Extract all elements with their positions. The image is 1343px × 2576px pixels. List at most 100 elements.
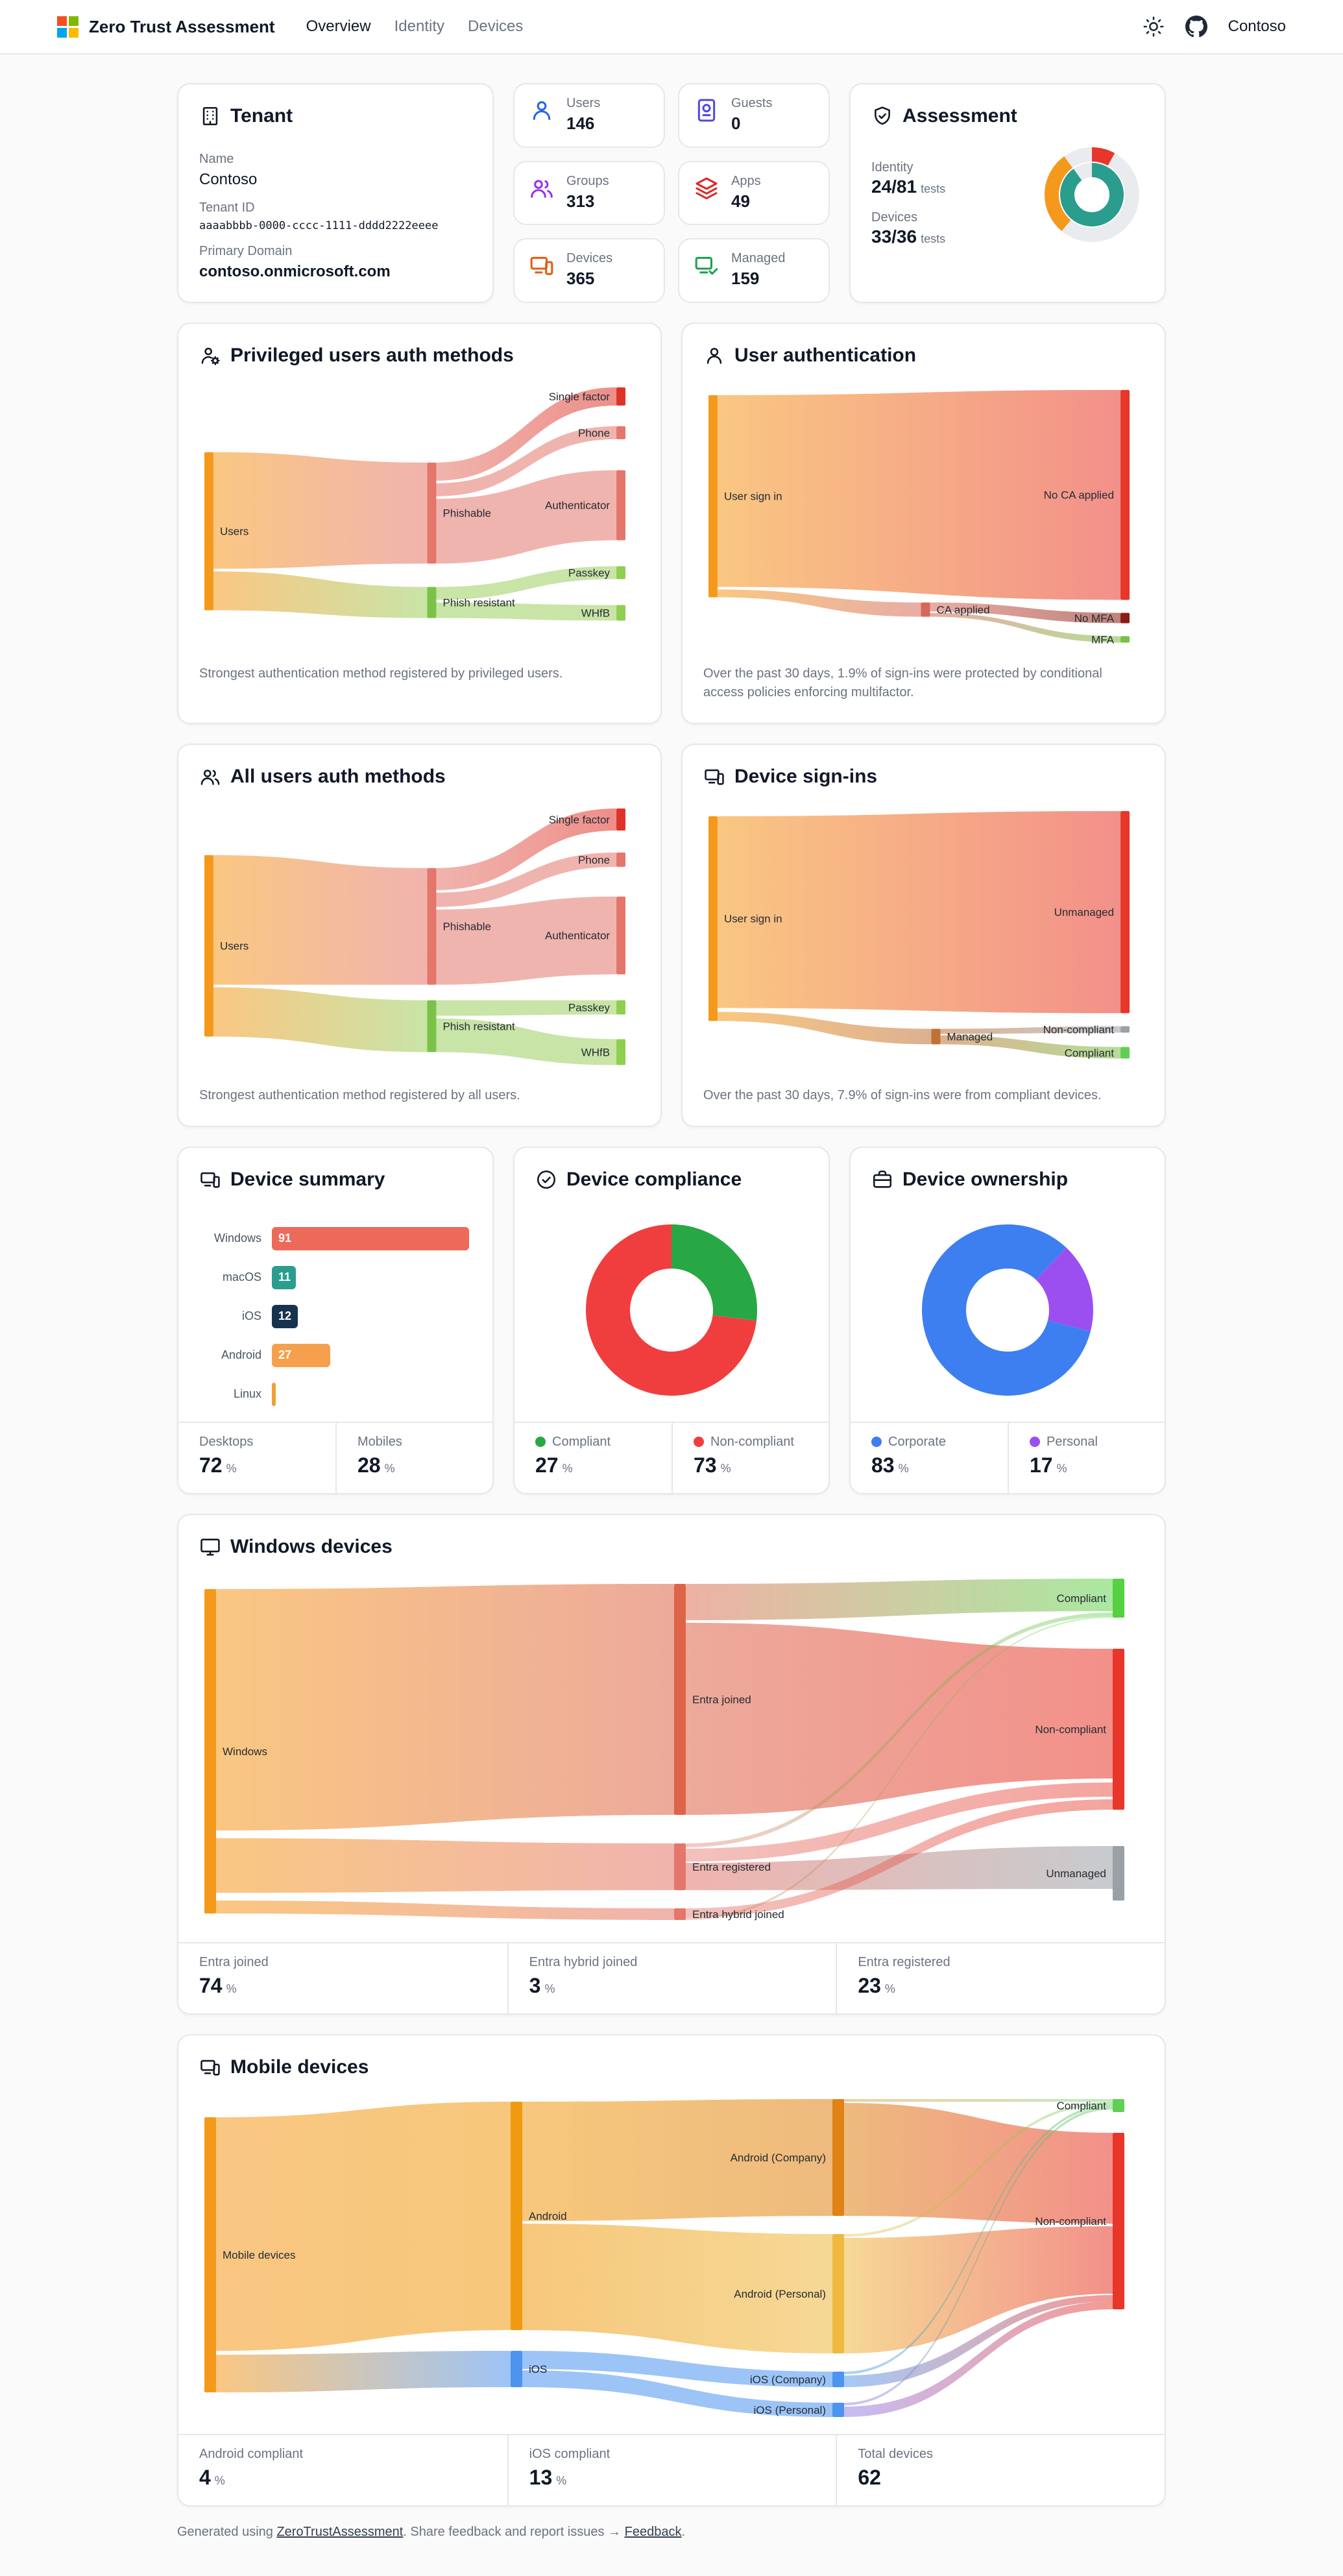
legend-dot-compliant xyxy=(535,1437,546,1448)
svg-text:Phishable: Phishable xyxy=(442,921,491,933)
assessment-body: Identity 24/81 tests Devices 33/36 tests xyxy=(871,143,1144,252)
card-header: All users auth methods xyxy=(199,766,640,788)
total-devices-stat: Total devices 62 xyxy=(836,2435,1165,2505)
windows-devices-sankey-chart: Windows Entra joined Entra registered Entra… xyxy=(199,1576,1144,1926)
card-header: Windows devices xyxy=(199,1536,1144,1558)
svg-text:Phishable: Phishable xyxy=(442,507,491,520)
theme-toggle-sun-icon[interactable] xyxy=(1143,16,1165,38)
svg-text:Non-compliant: Non-compliant xyxy=(1035,1723,1106,1736)
svg-text:Android (Personal): Android (Personal) xyxy=(734,2288,826,2300)
legend-dot-corporate xyxy=(871,1437,882,1448)
svg-text:User sign in: User sign in xyxy=(724,913,782,925)
tenant-card-header: Tenant xyxy=(199,105,472,127)
svg-text:Managed: Managed xyxy=(947,1031,993,1043)
overview-row: Tenant Name Contoso Tenant ID aaaabbbb-0… xyxy=(177,83,1166,303)
tenant-name-button[interactable]: Contoso xyxy=(1228,18,1286,35)
zerotrustassessment-link[interactable]: ZeroTrustAssessment xyxy=(276,2524,404,2539)
svg-text:Compliant: Compliant xyxy=(1056,2100,1106,2112)
all-users-auth-card: All users auth methods Users Phishable Phi… xyxy=(177,744,662,1127)
tenant-field-name: Name Contoso xyxy=(199,152,258,188)
svg-text:Unmanaged: Unmanaged xyxy=(1046,1867,1106,1880)
mobile-devices-card: Mobile devices Mobile devices Android iOS A… xyxy=(177,2034,1166,2507)
device-check-icon xyxy=(694,252,720,278)
tenant-field-id: Tenant ID aaaabbbb-0000-cccc-1111-dddd22… xyxy=(199,200,439,232)
svg-text:Unmanaged: Unmanaged xyxy=(1054,906,1114,919)
devices-icon xyxy=(199,1169,221,1191)
svg-text:Single factor: Single factor xyxy=(549,814,611,826)
svg-text:Non-compliant: Non-compliant xyxy=(1035,2215,1106,2228)
assessment-card-header: Assessment xyxy=(871,105,1144,127)
svg-text:Phone: Phone xyxy=(578,854,610,866)
entra-hybrid-joined-stat: Entra hybrid joined 3% xyxy=(507,1943,836,2013)
card-title-text: Privileged users auth methods xyxy=(230,345,514,366)
svg-text:iOS (Personal): iOS (Personal) xyxy=(754,2404,826,2416)
bar-row-macos: macOS 11 xyxy=(202,1265,469,1289)
nav-overview[interactable]: Overview xyxy=(306,18,371,35)
user-auth-sankey-chart: User sign in No CA applied CA applied No MF… xyxy=(703,385,1144,651)
page-footer: Generated using ZeroTrustAssessment. Sha… xyxy=(177,2524,686,2539)
navbar-right: Contoso xyxy=(1143,16,1286,38)
windows-devices-footer: Entra joined 74% Entra hybrid joined 3% … xyxy=(178,1941,1165,2013)
device-signins-card: Device sign-ins User sign in Unmanaged Man… xyxy=(681,744,1166,1127)
devices-score: 33/36 tests xyxy=(871,226,946,247)
compliant-stat: Compliant 27% xyxy=(535,1434,611,1477)
card-title-text: Device summary xyxy=(230,1168,385,1190)
stat-card-devices: Devices 365 xyxy=(513,238,665,303)
svg-text:No MFA: No MFA xyxy=(1074,612,1115,624)
device-ownership-donut-chart xyxy=(871,1204,1144,1422)
svg-text:CA applied: CA applied xyxy=(936,603,989,616)
devices-icon xyxy=(529,252,555,278)
svg-text:Windows: Windows xyxy=(223,1745,267,1758)
devices-icon xyxy=(199,2056,221,2078)
card-title-text: Device sign-ins xyxy=(734,766,878,788)
svg-text:Non-compliant: Non-compliant xyxy=(1043,1024,1115,1036)
bar-row-android: Android 27 xyxy=(202,1343,469,1367)
privileged-auth-card: Privileged users auth methods Users Phish… xyxy=(177,322,662,725)
auth-row-1: Privileged users auth methods Users Phish… xyxy=(177,322,1166,725)
svg-text:Android (Company): Android (Company) xyxy=(731,2152,826,2164)
brand[interactable]: Zero Trust Assessment xyxy=(57,16,275,38)
mobile-devices-footer: Android compliant 4% iOS compliant 13% T… xyxy=(178,2433,1165,2505)
passport-icon xyxy=(694,97,720,123)
card-header: Device ownership xyxy=(871,1169,1144,1191)
entra-registered-stat: Entra registered 23% xyxy=(836,1943,1165,2013)
stat-card-apps: Apps 49 xyxy=(678,160,830,226)
card-header: Mobile devices xyxy=(199,2056,1144,2078)
card-footnote: Over the past 30 days, 1.9% of sign-ins … xyxy=(703,666,1102,700)
svg-text:WHfB: WHfB xyxy=(581,1047,610,1059)
device-summary-card: Device summary Windows 91 macOS 11 iOS 12 Andr… xyxy=(177,1146,494,1494)
card-title-text: Assessment xyxy=(902,105,1017,127)
tenant-card: Tenant Name Contoso Tenant ID aaaabbbb-0… xyxy=(177,83,494,303)
svg-text:Passkey: Passkey xyxy=(568,1002,611,1014)
svg-text:Users: Users xyxy=(220,940,248,953)
privileged-auth-sankey-chart: Users Phishable Phish resistant Single fact… xyxy=(199,385,640,651)
device-signins-sankey-chart: User sign in Unmanaged Managed Non-complian… xyxy=(703,806,1144,1073)
svg-text:Entra joined: Entra joined xyxy=(692,1694,751,1706)
svg-text:Phone: Phone xyxy=(578,427,610,439)
all-users-auth-sankey-chart: Users Phishable Phish resistant Single fact… xyxy=(199,806,640,1073)
nav-identity[interactable]: Identity xyxy=(394,18,445,35)
nav-devices[interactable]: Devices xyxy=(468,18,524,35)
identity-label: Identity xyxy=(871,160,913,175)
personal-stat: Personal 17% xyxy=(1008,1422,1165,1493)
svg-text:Single factor: Single factor xyxy=(549,391,611,403)
github-icon[interactable] xyxy=(1185,16,1207,38)
tenant-field-domain: Primary Domain contoso.onmicrosoft.com xyxy=(199,244,391,280)
auth-row-2: All users auth methods Users Phishable Phi… xyxy=(177,744,1166,1127)
feedback-link[interactable]: Feedback xyxy=(624,2524,682,2539)
user-gear-icon xyxy=(199,345,221,367)
svg-text:iOS: iOS xyxy=(529,2363,547,2376)
card-header: Device sign-ins xyxy=(703,766,1144,788)
card-footnote: Over the past 30 days, 7.9% of sign-ins … xyxy=(703,1088,1102,1102)
device-summary-bar-chart: Windows 91 macOS 11 iOS 12 Android 27 Linux xyxy=(199,1204,472,1422)
card-title-text: Mobile devices xyxy=(230,2056,369,2078)
android-compliant-stat: Android compliant 4% xyxy=(199,2446,304,2489)
desktops-stat: Desktops 72% xyxy=(199,1434,254,1477)
stat-card-groups: Groups 313 xyxy=(513,160,665,226)
card-title-text: Tenant xyxy=(230,105,293,127)
svg-text:Entra hybrid joined: Entra hybrid joined xyxy=(692,1908,784,1921)
devices-icon xyxy=(703,766,725,788)
card-header: Privileged users auth methods xyxy=(199,345,640,367)
user-icon xyxy=(703,345,725,367)
device-row: Device summary Windows 91 macOS 11 iOS 12 Andr… xyxy=(177,1146,1166,1494)
